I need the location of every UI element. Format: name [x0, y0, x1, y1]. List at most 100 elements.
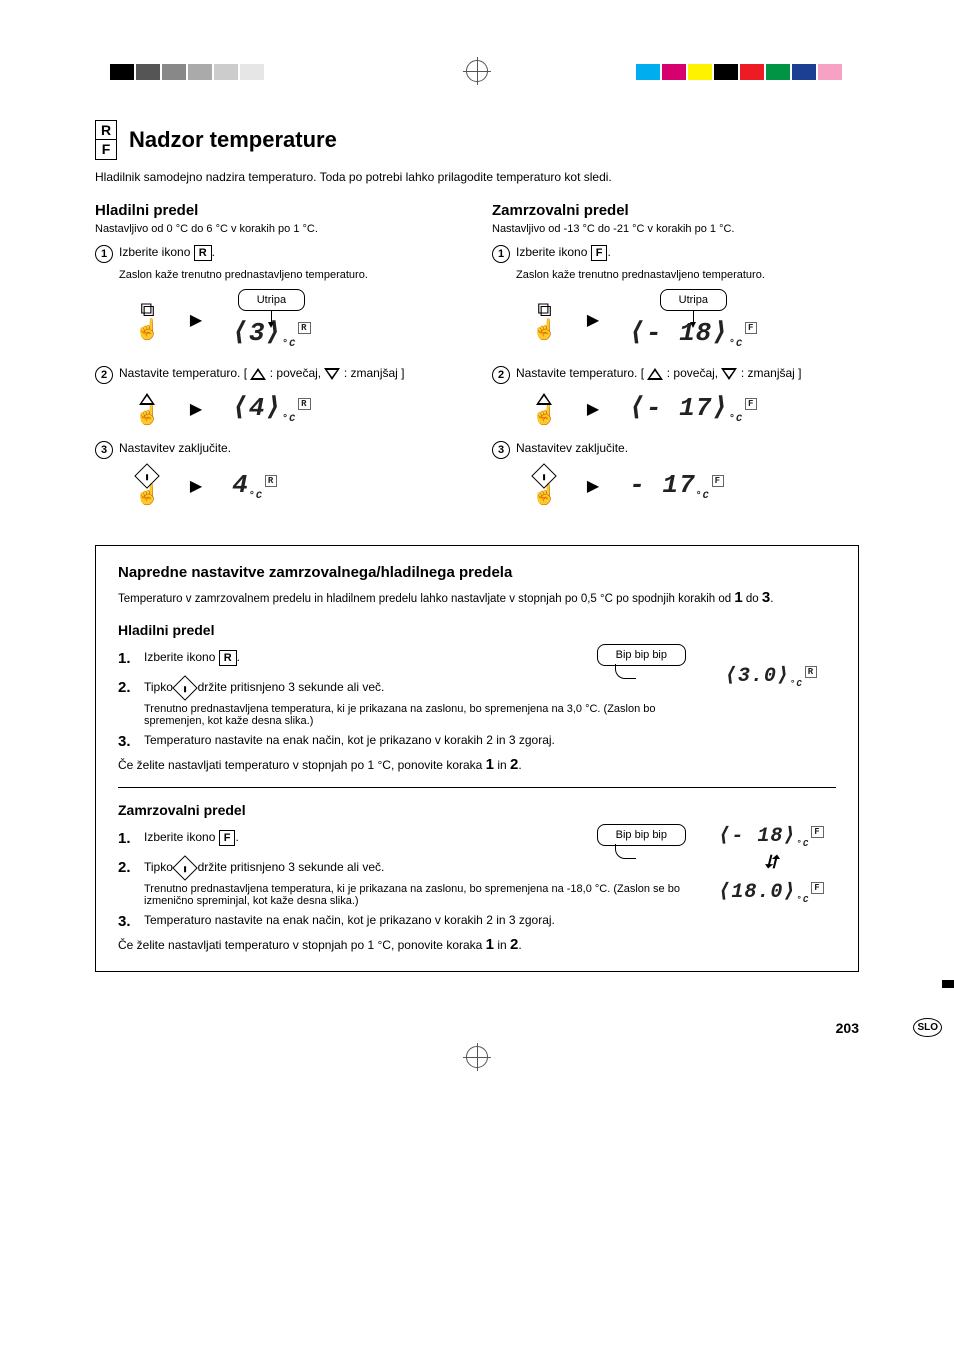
fridge-column: Hladilni predel Nastavljivo od 0 °C do 6…	[95, 202, 462, 521]
hand-icon: ☝	[532, 405, 557, 425]
hand-icon: ☝	[532, 485, 557, 505]
freezer-diagram-3: ☝ ▶ - 17°CF	[532, 467, 859, 505]
adv-freezer-step-2: 2. Tipko držite pritisnjeno 3 sekunde al…	[118, 859, 686, 877]
step-text: Nastavite temperaturo. [	[119, 366, 247, 380]
adv-freezer-display: ⟨- 18⟩°CF ⮃ ⟨18.0⟩°CF	[706, 802, 836, 953]
select-icon: ⧉	[140, 300, 154, 320]
select-icon: ⧉	[537, 300, 551, 320]
power-icon	[173, 856, 198, 881]
step-number: 1	[492, 245, 510, 263]
hand-icon: ☝	[532, 320, 557, 340]
freezer-diagram-2: ☝ ▶ ⟨- 17⟩°CF	[532, 392, 859, 425]
down-icon	[721, 368, 737, 380]
section-header: R F Nadzor temperature	[95, 120, 859, 160]
arrow-icon: ▶	[190, 310, 202, 330]
step-text: Izberite ikono	[119, 245, 190, 259]
step-text: Nastavite temperaturo. [	[516, 366, 644, 380]
fridge-diagram-3: ☝ ▶ 4°CR	[135, 467, 462, 505]
adv-freezer-repeat: Če želite nastavljati temperaturo v stop…	[118, 936, 686, 953]
adv-fridge-step-2: 2. Tipko držite pritisnjeno 3 sekunde al…	[118, 679, 686, 697]
rf-icon: R F	[95, 120, 117, 160]
f-box: F	[591, 245, 608, 261]
fridge-display-3: 4°CR	[232, 470, 277, 502]
advanced-heading: Napredne nastavitve zamrzovalnega/hladil…	[118, 564, 836, 581]
page-content: R F Nadzor temperature Hladilnik samodej…	[0, 90, 954, 992]
side-tab	[942, 980, 954, 988]
fridge-diagram-2: ☝ ▶ ⟨4⟩°CR	[135, 392, 462, 425]
up-icon	[536, 393, 552, 405]
fridge-display-2: ⟨4⟩°CR	[232, 392, 310, 425]
intro-text: Hladilnik samodejno nadzira temperaturo.…	[95, 170, 859, 184]
hand-icon: ☝	[135, 485, 160, 505]
beep-bubble: Bip bip bip	[597, 824, 686, 846]
divider	[118, 787, 836, 788]
registration-mark	[466, 1046, 488, 1068]
arrow-icon: ▶	[587, 310, 599, 330]
step-text: Izberite ikono	[516, 245, 587, 259]
step-number: 3	[95, 441, 113, 459]
swatches-left	[110, 64, 266, 80]
advanced-settings-box: Napredne nastavitve zamrzovalnega/hladil…	[95, 545, 859, 972]
utripa-bubble: Utripa	[660, 289, 727, 311]
hand-icon: ☝	[135, 405, 160, 425]
swap-icon: ⮃	[706, 853, 836, 874]
fridge-step-1: 1 Izberite ikono R.	[95, 245, 462, 263]
adv-freezer-heading: Zamrzovalni predel	[118, 802, 686, 818]
columns: Hladilni predel Nastavljivo od 0 °C do 6…	[95, 202, 859, 521]
freezer-column: Zamrzovalni predel Nastavljivo od -13 °C…	[492, 202, 859, 521]
rf-f: F	[95, 140, 117, 160]
freezer-display-2: ⟨- 17⟩°CF	[629, 392, 757, 425]
adv-freezer-s2-note: Trenutno prednastavljena temperatura, ki…	[144, 883, 686, 907]
r-box: R	[194, 245, 212, 261]
press-select-icon: ⧉ ☝	[135, 300, 160, 340]
fridge-step-3: 3 Nastavitev zaključite.	[95, 441, 462, 459]
beep-bubble: Bip bip bip	[597, 644, 686, 666]
arrow-icon: ▶	[190, 476, 202, 496]
up-icon	[647, 368, 663, 380]
freezer-display-3: - 17°CF	[629, 470, 724, 502]
rf-r: R	[95, 120, 117, 140]
step-number: 3	[492, 441, 510, 459]
swatches-right	[636, 64, 844, 80]
arrow-icon: ▶	[587, 476, 599, 496]
up-icon	[250, 368, 266, 380]
freezer-step-3: 3 Nastavitev zaključite.	[492, 441, 859, 459]
freezer-step-2: 2 Nastavite temperaturo. [ : povečaj, : …	[492, 366, 859, 384]
fridge-step1-note: Zaslon kaže trenutno prednastavljeno tem…	[119, 269, 462, 281]
step-text: Nastavitev zaključite.	[119, 441, 231, 455]
page-number: 203	[0, 1020, 954, 1036]
slo-badge: SLO	[913, 1018, 942, 1037]
step-number: 2	[95, 366, 113, 384]
adv-fridge-step-3: 3. Temperaturo nastavite na enak način, …	[118, 733, 686, 750]
registration-mark	[466, 60, 488, 82]
fridge-diagram-1: ⧉ ☝ ▶ Utripa ⟨3⟩°CR	[135, 289, 462, 350]
adv-fridge-step-1: 1. Izberite ikono R.	[118, 650, 577, 667]
arrow-icon: ▶	[587, 399, 599, 419]
fridge-step-2: 2 Nastavite temperaturo. [ : povečaj, : …	[95, 366, 462, 384]
print-marks-top	[0, 0, 954, 90]
step-text: Nastavitev zaključite.	[516, 441, 628, 455]
power-icon	[173, 676, 198, 701]
freezer-range: Nastavljivo od -13 °C do -21 °C v koraki…	[492, 223, 859, 235]
arrow-icon: ▶	[190, 399, 202, 419]
adv-fridge-display: ⟨3.0⟩°CR	[706, 622, 836, 773]
advanced-fridge: Hladilni predel 1. Izberite ikono R. Bip…	[118, 622, 836, 773]
advanced-freezer: Zamrzovalni predel 1. Izberite ikono F. …	[118, 802, 836, 953]
step-number: 2	[492, 366, 510, 384]
step-number: 1	[95, 245, 113, 263]
up-icon	[139, 393, 155, 405]
page-title: Nadzor temperature	[129, 127, 337, 153]
adv-fridge-repeat: Če želite nastavljati temperaturo v stop…	[118, 756, 686, 773]
freezer-step1-note: Zaslon kaže trenutno prednastavljeno tem…	[516, 269, 859, 281]
advanced-intro: Temperaturo v zamrzovalnem predelu in hl…	[118, 589, 836, 606]
freezer-diagram-1: ⧉ ☝ ▶ Utripa ⟨- 18⟩°CF	[532, 289, 859, 350]
freezer-heading: Zamrzovalni predel	[492, 202, 859, 219]
down-icon	[324, 368, 340, 380]
adv-freezer-step-1: 1. Izberite ikono F.	[118, 830, 577, 847]
freezer-step-1: 1 Izberite ikono F.	[492, 245, 859, 263]
hand-icon: ☝	[135, 320, 160, 340]
adv-fridge-heading: Hladilni predel	[118, 622, 686, 638]
adv-fridge-s2-note: Trenutno prednastavljena temperatura, ki…	[144, 703, 686, 727]
print-marks-bottom	[0, 1036, 954, 1096]
adv-freezer-step-3: 3. Temperaturo nastavite na enak način, …	[118, 913, 686, 930]
